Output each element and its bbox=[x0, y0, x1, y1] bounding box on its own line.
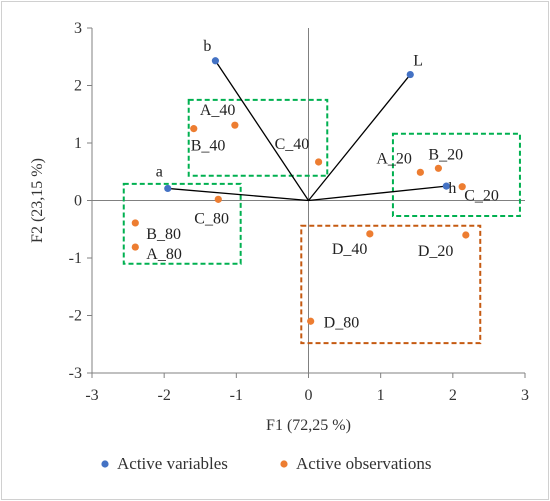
point-label-D_80: D_80 bbox=[324, 314, 360, 331]
point-label-A_20: A_20 bbox=[376, 150, 412, 167]
point-L bbox=[406, 70, 414, 79]
point-label-C_80: C_80 bbox=[194, 210, 229, 227]
point-label-a: a bbox=[156, 163, 163, 180]
point-label-B_80: B_80 bbox=[146, 226, 181, 243]
legend-label-2: Active observations bbox=[296, 454, 432, 473]
point-label-C_20: C_20 bbox=[464, 188, 499, 205]
group-box-1 bbox=[187, 98, 329, 177]
x-tick-label: -1 bbox=[230, 387, 243, 404]
point-label-D_40: D_40 bbox=[332, 241, 368, 258]
point-C_80 bbox=[214, 195, 222, 203]
point-label-C_40: C_40 bbox=[275, 136, 310, 153]
legend-marker-1 bbox=[101, 460, 109, 468]
vector-h bbox=[308, 185, 447, 202]
point-C_20 bbox=[458, 183, 466, 191]
vector-b bbox=[214, 60, 310, 201]
x-axis-title: F1 (72,25 %) bbox=[266, 417, 351, 434]
point-label-h: h bbox=[448, 180, 456, 197]
group-box-2 bbox=[391, 132, 521, 218]
point-a bbox=[164, 184, 172, 193]
x-tick-label: 1 bbox=[377, 387, 385, 404]
point-A_40 bbox=[231, 121, 239, 129]
x-tick-label: 0 bbox=[305, 387, 313, 404]
legend-label-1: Active variables bbox=[117, 454, 228, 473]
point-label-L: L bbox=[413, 53, 423, 70]
y-tick-label: -1 bbox=[69, 250, 82, 267]
y-tick-label: 0 bbox=[74, 193, 82, 210]
point-C_40 bbox=[315, 158, 323, 166]
point-label-B_40: B_40 bbox=[191, 138, 226, 155]
point-B_20 bbox=[434, 164, 442, 172]
group-box-4 bbox=[300, 224, 482, 345]
y-tick-label: 1 bbox=[74, 135, 82, 152]
y-axis-title: F2 (23,15 %) bbox=[29, 158, 46, 243]
point-D_80 bbox=[307, 317, 315, 325]
point-D_40 bbox=[366, 230, 374, 238]
x-tick-label: -2 bbox=[158, 387, 171, 404]
legend-marker-2 bbox=[280, 460, 288, 468]
point-A_20 bbox=[416, 168, 424, 176]
vector-L bbox=[307, 74, 411, 201]
x-tick-label: 3 bbox=[521, 387, 529, 404]
y-tick-label: -2 bbox=[69, 308, 82, 325]
point-h bbox=[442, 182, 450, 190]
point-B_80 bbox=[131, 219, 139, 227]
y-tick-label: -3 bbox=[69, 365, 82, 382]
point-label-A_40: A_40 bbox=[200, 102, 236, 119]
vector-a bbox=[167, 187, 309, 202]
point-A_80 bbox=[131, 243, 139, 251]
point-label-B_20: B_20 bbox=[428, 146, 463, 163]
point-label-b: b bbox=[203, 38, 211, 55]
point-label-A_80: A_80 bbox=[146, 246, 182, 263]
point-B_40 bbox=[190, 125, 198, 133]
point-label-D_20: D_20 bbox=[418, 243, 454, 260]
group-box-3 bbox=[122, 182, 242, 265]
y-tick-label: 2 bbox=[74, 78, 82, 95]
point-D_20 bbox=[462, 231, 470, 239]
y-tick-label: 3 bbox=[74, 20, 82, 37]
x-tick-label: 2 bbox=[449, 387, 457, 404]
point-b bbox=[211, 57, 220, 65]
x-tick-label: -3 bbox=[85, 387, 98, 404]
